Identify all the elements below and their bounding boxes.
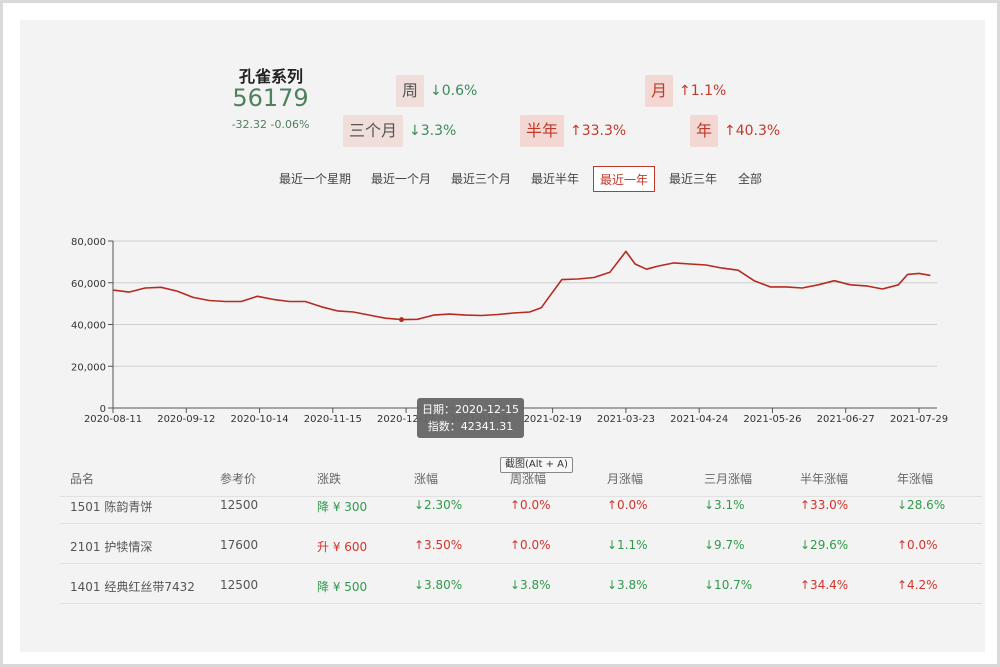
x-tick-label: 2021-04-24: [670, 414, 728, 425]
x-tick-label: 2020-12-17: [377, 414, 435, 425]
row-month: ↑0.0%: [607, 498, 648, 512]
row-half-year: ↑33.0%: [800, 498, 849, 512]
half-year-change: 半年 ↑33.3%: [520, 115, 626, 147]
col-name: 品名: [70, 472, 95, 486]
y-tick-label: 80,000: [71, 237, 106, 248]
row-year: ↑4.2%: [897, 578, 938, 592]
row-change: 升 ¥ 600: [317, 540, 368, 554]
row-price: 12500: [220, 578, 259, 592]
range-one-week-button[interactable]: 最近一个星期: [278, 172, 351, 186]
index-value: 56179: [232, 84, 309, 112]
x-tick-label: 2020-10-14: [230, 414, 288, 425]
range-three-months-button[interactable]: 最近三个月: [450, 172, 511, 186]
three-month-change-value: ↓3.3%: [409, 123, 457, 139]
y-tick-label: 60,000: [71, 279, 106, 290]
index-change: -32.32 -0.06%: [231, 118, 310, 131]
month-change: 月 ↑1.1%: [645, 75, 726, 107]
range-one-year-button[interactable]: 最近一年: [593, 166, 655, 192]
row-year: ↑0.0%: [897, 538, 938, 552]
row-pct: ↑3.50%: [414, 538, 463, 552]
col-change: 涨跌: [317, 472, 342, 486]
tooltip-index: 指数：42341.31: [427, 420, 514, 433]
hover-point: [399, 317, 405, 323]
month-change-value: ↑1.1%: [679, 83, 727, 99]
week-change-value: ↓0.6%: [430, 83, 478, 99]
range-three-years-button[interactable]: 最近三年: [668, 172, 717, 186]
year-change: 年 ↑40.3%: [690, 115, 780, 147]
range-half-year-button[interactable]: 最近半年: [530, 172, 579, 186]
row-change: 降 ¥ 300: [317, 500, 368, 514]
row-week: ↑0.0%: [510, 498, 551, 512]
year-change-value: ↑40.3%: [724, 123, 781, 139]
row-name: 1501 陈韵青饼: [70, 500, 153, 514]
col-year: 年涨幅: [897, 472, 934, 486]
table-row[interactable]: 2101 护犊情深 17600 升 ¥ 600 ↑3.50% ↑0.0% ↓1.…: [60, 524, 982, 564]
month-change-label: 月: [645, 75, 674, 107]
y-tick-label: 40,000: [71, 321, 106, 332]
col-price: 参考价: [220, 472, 257, 486]
row-pct: ↓3.80%: [414, 578, 463, 592]
x-tick-label: 2020-08-11: [84, 414, 142, 425]
row-week: ↑0.0%: [510, 538, 551, 552]
three-month-change-label: 三个月: [343, 115, 404, 147]
series-title: 孔雀系列: [238, 67, 303, 86]
x-tick-label: 2021-05-26: [743, 414, 801, 425]
row-price: 17600: [220, 538, 259, 552]
table-header: 品名 参考价 涨跌 涨幅 周涨幅 月涨幅 三月涨幅 半年涨幅 年涨幅: [0, 470, 1000, 488]
row-pct: ↓2.30%: [414, 498, 463, 512]
range-all-button[interactable]: 全部: [737, 172, 762, 186]
col-half-year: 半年涨幅: [800, 472, 849, 486]
x-tick-label: 2021-07-29: [890, 414, 948, 425]
index-series-line: [112, 250, 931, 321]
table-row[interactable]: 1401 经典红丝带7432 12500 降 ¥ 500 ↓3.80% ↓3.8…: [60, 564, 982, 604]
row-three-month: ↓3.1%: [704, 498, 745, 512]
row-week: ↓3.8%: [510, 578, 551, 592]
x-tick-label: 2020-09-12: [157, 414, 215, 425]
week-change-label: 周: [396, 75, 425, 107]
row-three-month: ↓9.7%: [704, 538, 745, 552]
chart-tooltip: 日期：2020-12-15 指数：42341.31: [417, 398, 524, 438]
col-month: 月涨幅: [607, 472, 644, 486]
screenshot-hint: 截图(Alt + A): [500, 457, 573, 473]
x-tick-label: 2021-03-23: [597, 414, 655, 425]
x-tick-label: 2021-02-19: [524, 414, 582, 425]
range-one-month-button[interactable]: 最近一个月: [370, 172, 431, 186]
table-row[interactable]: 1501 陈韵青饼 12500 降 ¥ 300 ↓2.30% ↑0.0% ↑0.…: [60, 484, 982, 524]
x-tick-label: 2020-11-15: [304, 414, 362, 425]
row-half-year: ↓29.6%: [800, 538, 849, 552]
tooltip-date: 日期：2020-12-15: [422, 403, 519, 416]
row-half-year: ↑34.4%: [800, 578, 849, 592]
row-month: ↓3.8%: [607, 578, 648, 592]
col-three-month: 三月涨幅: [704, 472, 753, 486]
year-change-label: 年: [690, 115, 719, 147]
row-month: ↓1.1%: [607, 538, 648, 552]
row-price: 12500: [220, 498, 259, 512]
week-change: 周 ↓0.6%: [396, 75, 477, 107]
half-year-change-label: 半年: [520, 115, 565, 147]
col-pct: 涨幅: [414, 472, 439, 486]
y-tick-label: 0: [100, 404, 106, 415]
half-year-change-value: ↑33.3%: [570, 123, 627, 139]
col-week: 周涨幅: [510, 472, 547, 486]
content-panel: [20, 20, 985, 652]
row-name: 1401 经典红丝带7432: [70, 580, 195, 594]
row-change: 降 ¥ 500: [317, 580, 368, 594]
header-divider: [60, 496, 982, 497]
x-tick-label: 2021-06-27: [817, 414, 875, 425]
three-month-change: 三个月 ↓3.3%: [343, 115, 456, 147]
row-year: ↓28.6%: [897, 498, 946, 512]
row-three-month: ↓10.7%: [704, 578, 753, 592]
row-name: 2101 护犊情深: [70, 540, 153, 554]
y-tick-label: 20,000: [71, 362, 106, 373]
